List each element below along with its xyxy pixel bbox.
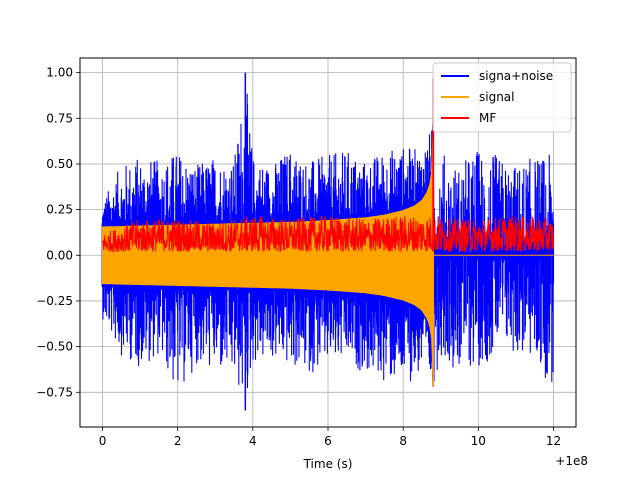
x-axis-offset-label: +1e8 — [555, 454, 588, 468]
x-tick-label: 8 — [399, 434, 407, 448]
legend: signa+noise signal MF — [432, 62, 572, 133]
mf-line — [102, 215, 554, 254]
x-axis-label: Time (s) — [303, 457, 353, 471]
legend-label: MF — [479, 111, 496, 125]
x-tick-label: 2 — [174, 434, 182, 448]
x-tick-label: 0 — [99, 434, 107, 448]
y-tick-label: 0.25 — [46, 203, 73, 217]
legend-item: MF — [441, 111, 496, 125]
x-tick-label: 4 — [249, 434, 257, 448]
y-tick-label: −0.50 — [36, 340, 73, 354]
y-tick-label: 0.00 — [46, 248, 73, 262]
y-tick-label: −0.25 — [36, 294, 73, 308]
y-tick-label: 0.75 — [46, 111, 73, 125]
legend-box — [432, 62, 572, 133]
y-tick-label: 1.00 — [46, 66, 73, 80]
legend-label: signal — [479, 90, 515, 104]
legend-item: signal — [441, 90, 515, 104]
plot-data-area — [101, 72, 555, 411]
x-axis: 0 2 4 6 8 10 12 — [99, 427, 561, 448]
x-tick-label: 12 — [546, 434, 561, 448]
y-tick-label: −0.75 — [36, 385, 73, 399]
legend-label: signa+noise — [479, 69, 553, 83]
y-axis: −0.75 −0.50 −0.25 0.00 0.25 0.50 0.75 1.00 — [36, 66, 80, 399]
x-tick-label: 10 — [471, 434, 486, 448]
legend-item: signa+noise — [441, 69, 553, 83]
y-tick-label: 0.50 — [46, 157, 73, 171]
x-tick-label: 6 — [324, 434, 332, 448]
